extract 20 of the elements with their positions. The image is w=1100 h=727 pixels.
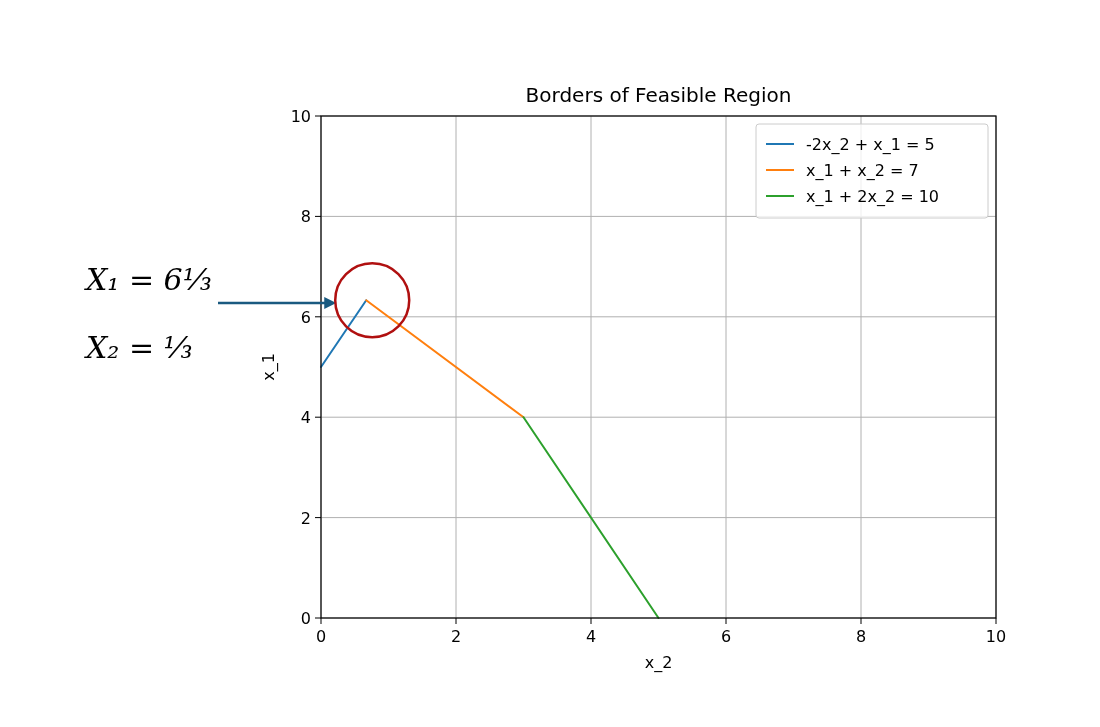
y-tick-label: 4 [300, 408, 311, 428]
x-tick-label: 4 [585, 627, 597, 646]
chart-title: Borders of Feasible Region [525, 83, 792, 107]
legend-label: x_1 + 2x_2 = 10 [806, 187, 939, 207]
x-tick-label: 2 [450, 627, 462, 646]
x-tick-label: 6 [720, 627, 732, 646]
y-tick-label: 8 [300, 207, 311, 227]
text: X₂ = ⅓ [84, 330, 193, 365]
y-tick-label: 2 [300, 508, 311, 528]
y-tick-label: 0 [300, 609, 311, 628]
x-tick-label: 10 [985, 627, 1007, 646]
y-tick-label: 10 [290, 107, 311, 126]
x-tick-label: 0 [315, 627, 327, 646]
text: X₁ = 6⅓ [84, 262, 212, 297]
y-axis-title: x_1 [259, 353, 279, 381]
x-axis-title: x_2 [644, 653, 673, 673]
legend-label: -2x_2 + x_1 = 5 [806, 135, 935, 155]
legend-label: x_1 + x_2 = 7 [806, 161, 919, 181]
y-tick-label: 6 [300, 307, 311, 327]
x-tick-label: 8 [855, 627, 867, 646]
